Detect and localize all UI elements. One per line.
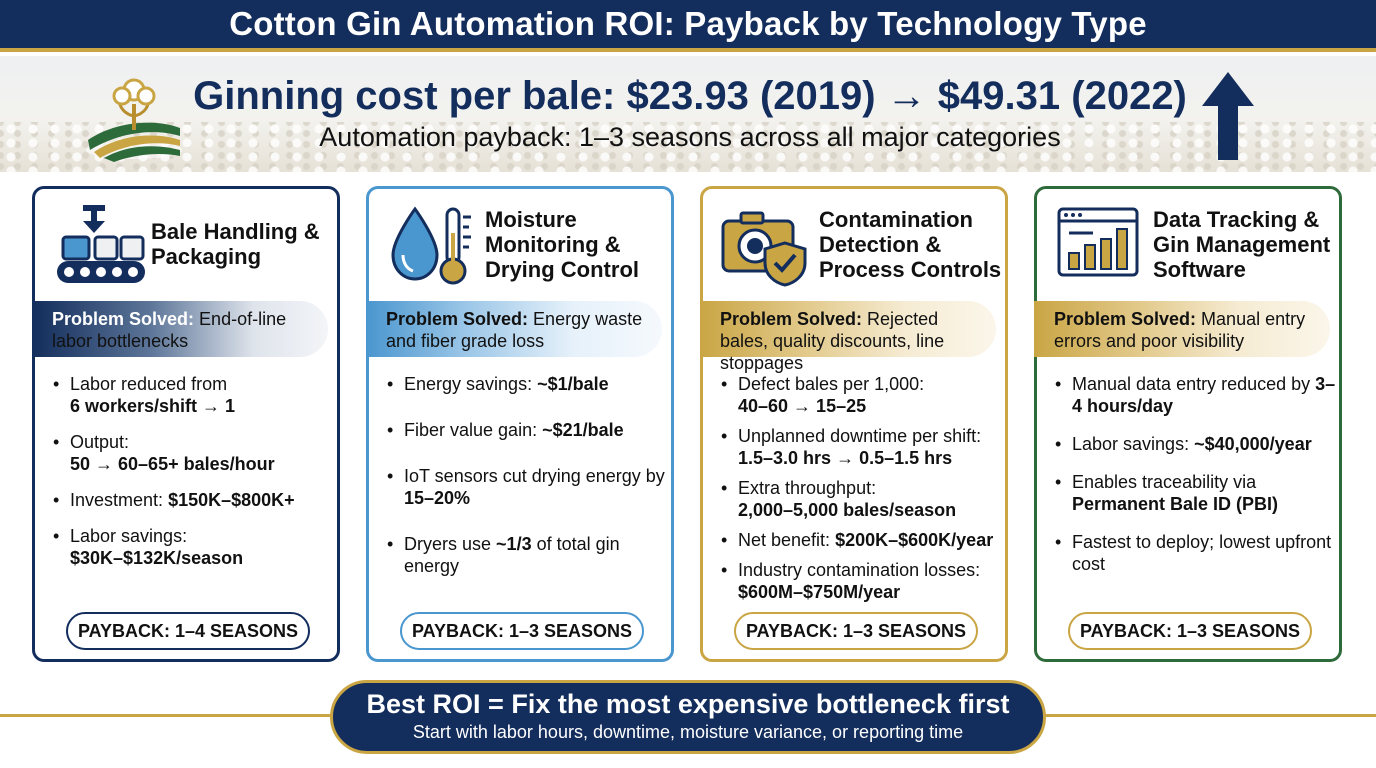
card-data-tracking: Data Tracking & Gin Management Software … xyxy=(1034,186,1342,662)
list-item: Labor reduced from 6 workers/shift → 1 xyxy=(53,373,335,417)
cotton-plant-logo-icon xyxy=(86,78,182,162)
list-item: Labor savings: ~$40,000/year xyxy=(1055,433,1337,455)
card-contamination-detection: Contamination Detection & Process Contro… xyxy=(700,186,1008,662)
bar-chart-dashboard-icon xyxy=(1057,207,1139,277)
card-moisture-monitoring: Moisture Monitoring & Drying Control Pro… xyxy=(366,186,674,662)
payback-subline: Automation payback: 1–3 seasons across a… xyxy=(319,122,1061,152)
problem-text: Rejected bales, quality discounts, line … xyxy=(720,309,945,373)
list-item: Enables traceability via Permanent Bale … xyxy=(1055,471,1337,515)
card-bale-handling: Bale Handling & Packaging Problem Solved… xyxy=(32,186,340,662)
card-title: Bale Handling & Packaging xyxy=(151,219,320,269)
best-roi-banner: Best ROI = Fix the most expensive bottle… xyxy=(330,680,1046,754)
problem-ribbon: Problem Solved: Energy waste and fiber g… xyxy=(366,301,662,357)
list-item: Dryers use ~1/3 of total gin energy xyxy=(387,533,669,577)
list-item: Unplanned downtime per shift: 1.5–3.0 hr… xyxy=(721,425,1003,469)
list-item: Energy savings: ~$1/bale xyxy=(387,373,669,395)
problem-label: Problem Solved: xyxy=(52,309,195,329)
list-item: Fiber value gain: ~$21/bale xyxy=(387,419,669,441)
list-item: Net benefit: $200K–$600K/year xyxy=(721,529,1003,551)
payback-badge: PAYBACK: 1–4 SEASONS xyxy=(66,612,310,650)
list-item: Defect bales per 1,000: 40–60 → 15–25 xyxy=(721,373,1003,417)
cost-headline: Ginning cost per bale: $23.93 (2019) → $… xyxy=(193,74,1187,118)
hero-banner: Ginning cost per bale: $23.93 (2019) → $… xyxy=(0,56,1376,172)
list-item: Extra throughput: 2,000–5,000 bales/seas… xyxy=(721,477,1003,521)
page-title: Cotton Gin Automation ROI: Payback by Te… xyxy=(229,5,1147,42)
list-item: Manual data entry reduced by 3–4 hours/d… xyxy=(1055,373,1337,417)
up-arrow-icon xyxy=(1202,72,1254,160)
problem-text: Energy waste and fiber grade loss xyxy=(386,309,643,351)
card-title: Moisture Monitoring & Drying Control xyxy=(485,207,639,282)
water-drop-thermometer-icon xyxy=(391,206,471,285)
payback-badge: PAYBACK: 1–3 SEASONS xyxy=(1068,612,1312,650)
problem-label: Problem Solved: xyxy=(720,309,863,329)
card-title: Contamination Detection & Process Contro… xyxy=(819,207,1002,282)
problem-ribbon: Problem Solved: Manual entry errors and … xyxy=(1034,301,1330,357)
problem-text: End-of-line labor bottlenecks xyxy=(52,309,287,351)
problem-label: Problem Solved: xyxy=(386,309,529,329)
bullet-list: Manual data entry reduced by 3–4 hours/d… xyxy=(1055,373,1337,575)
problem-text: Manual entry errors and poor visibility xyxy=(1054,309,1306,351)
banner-headline: Best ROI = Fix the most expensive bottle… xyxy=(366,689,1010,719)
list-item: Investment: $150K–$800K+ xyxy=(53,489,335,511)
payback-badge: PAYBACK: 1–3 SEASONS xyxy=(734,612,978,650)
card-title: Data Tracking & Gin Management Software xyxy=(1153,207,1331,282)
bullet-list: Defect bales per 1,000: 40–60 → 15–25 Un… xyxy=(721,373,1003,603)
list-item: Labor savings: $30K–$132K/season xyxy=(53,525,335,569)
problem-ribbon: Problem Solved: Rejected bales, quality … xyxy=(700,301,996,373)
bullet-list: Labor reduced from 6 workers/shift → 1 O… xyxy=(53,373,335,569)
camera-shield-icon xyxy=(721,211,807,287)
banner-subline: Start with labor hours, downtime, moistu… xyxy=(412,722,964,742)
list-item: Industry contamination losses: $600M–$75… xyxy=(721,559,1003,603)
title-bar: Cotton Gin Automation ROI: Payback by Te… xyxy=(0,0,1376,52)
list-item: IoT sensors cut drying energy by 15–20% xyxy=(387,465,669,509)
bullet-list: Energy savings: ~$1/bale Fiber value gai… xyxy=(387,373,669,577)
problem-ribbon: Problem Solved: End-of-line labor bottle… xyxy=(32,301,328,357)
payback-badge: PAYBACK: 1–3 SEASONS xyxy=(400,612,644,650)
problem-label: Problem Solved: xyxy=(1054,309,1197,329)
cotton-field-background xyxy=(0,122,1376,172)
list-item: Fastest to deploy; lowest upfront cost xyxy=(1055,531,1337,575)
list-item: Output: 50 → 60–65+ bales/hour xyxy=(53,431,335,475)
conveyor-bale-icon xyxy=(57,205,145,283)
